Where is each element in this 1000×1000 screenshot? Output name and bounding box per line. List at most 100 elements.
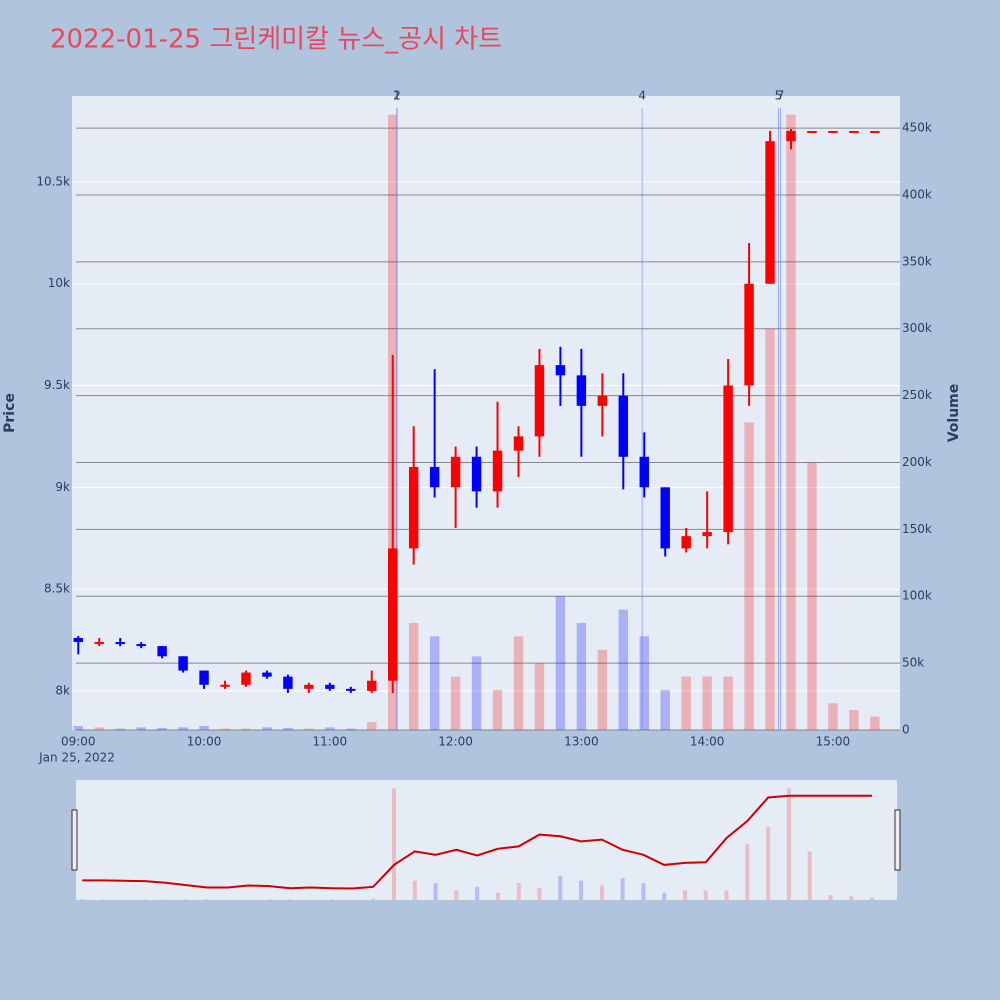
volume-bar	[429, 636, 440, 730]
volume-bar	[681, 676, 691, 730]
candle-body	[807, 131, 817, 134]
y2-tick-label: 0	[902, 723, 910, 737]
volume-bar	[597, 649, 608, 730]
volume-bar	[94, 727, 104, 730]
y2-tick-label: 50k	[902, 656, 924, 670]
candle-body	[618, 395, 629, 457]
volume-bar	[618, 609, 629, 730]
volume-bar	[199, 725, 209, 730]
y2-axis-title: Volume	[946, 384, 962, 443]
x-tick-label: 13:00	[564, 735, 599, 749]
y2-tick-label: 350k	[902, 254, 932, 268]
candle-body	[870, 131, 880, 134]
candle-body	[178, 656, 188, 671]
slider-volume-bar	[495, 892, 500, 900]
x-tick-label: 14:00	[690, 735, 725, 749]
volume-bar	[367, 721, 377, 730]
volume-bar	[325, 727, 335, 730]
volume-bar	[534, 663, 545, 730]
slider-volume-bar	[766, 827, 771, 900]
candle-body	[73, 637, 84, 643]
slider-price-line	[82, 794, 873, 890]
slider-volume-bar	[579, 880, 584, 900]
slider-volume-bar	[433, 883, 438, 900]
chart-title: 2022-01-25 그린케미칼 뉴스_공시 차트	[50, 25, 502, 55]
y2-tick-label: 200k	[902, 455, 932, 469]
slider-volume-bar	[80, 899, 85, 900]
volume-bar	[283, 727, 293, 730]
volume-bar	[136, 727, 146, 730]
slider-volume-bar	[454, 890, 459, 900]
slider-volume-bar	[558, 875, 563, 900]
candle-body	[492, 450, 503, 492]
y-tick-label: 10k	[48, 276, 70, 290]
news-label: 7	[777, 89, 785, 103]
slider-volume-bar	[412, 880, 417, 900]
news-label: 1	[393, 89, 401, 103]
slider-volume-bar	[641, 883, 646, 900]
candle-body	[702, 532, 712, 537]
candle-body	[346, 688, 356, 691]
candle-body	[408, 466, 419, 549]
y-tick-label: 9k	[55, 480, 70, 494]
volume-bar	[786, 114, 796, 731]
plot-area	[72, 96, 900, 730]
volume-bar	[702, 676, 712, 730]
slider-handle-left[interactable]	[71, 809, 78, 871]
slider-volume-bar	[849, 896, 854, 900]
y2-tick-label: 100k	[902, 589, 932, 603]
volume-bar	[492, 689, 503, 730]
candle-body	[450, 456, 461, 488]
x-tick-label: 10:00	[187, 735, 222, 749]
volume-bar	[576, 622, 587, 730]
candle-body	[388, 548, 398, 681]
candle-body	[241, 672, 251, 685]
volume-bar	[723, 676, 733, 730]
slider-handle-right[interactable]	[894, 809, 901, 871]
candle-body	[367, 680, 377, 691]
slider-volume-bar	[870, 897, 875, 900]
volume-bar	[828, 703, 838, 730]
x-tick-label: 11:00	[313, 735, 348, 749]
candle-body	[639, 456, 649, 488]
volume-bar	[220, 728, 230, 730]
y-tick-label: 8.5k	[44, 582, 70, 596]
slider-volume-bar	[786, 788, 791, 900]
volume-bar	[178, 727, 188, 730]
y-tick-label: 10.5k	[36, 174, 70, 188]
y-tick-label: 8k	[55, 683, 70, 697]
volume-bar	[765, 328, 775, 730]
range-slider[interactable]	[76, 780, 897, 900]
candle-body	[115, 642, 125, 645]
volume-bar	[73, 725, 84, 730]
x-date-label: Jan 25, 2022	[38, 751, 115, 765]
candle-body	[555, 365, 566, 376]
x-tick-label: 15:00	[816, 735, 851, 749]
volume-bar	[660, 689, 670, 730]
candle-body	[262, 672, 272, 677]
candle-body	[681, 536, 691, 549]
news-label: 5	[775, 89, 783, 103]
volume-bar	[262, 727, 272, 730]
y-tick-label: 9.5k	[44, 378, 70, 392]
candle-body	[94, 642, 104, 645]
slider-volume-bar	[807, 851, 812, 900]
y2-tick-label: 250k	[902, 388, 932, 402]
candle-body	[849, 131, 859, 134]
candle-body	[513, 436, 524, 451]
volume-bar	[408, 622, 419, 730]
candle-body	[325, 684, 335, 689]
volume-bar	[639, 636, 649, 730]
slider-volume-bar	[475, 886, 480, 900]
volume-bar	[513, 636, 524, 730]
candle-body	[828, 131, 838, 134]
volume-bar	[744, 422, 754, 730]
slider-volume-bar	[724, 890, 729, 900]
candle-body	[660, 487, 670, 549]
slider-volume-bar	[516, 883, 521, 900]
y-axis-title: Price	[2, 393, 18, 433]
x-tick-label: 12:00	[438, 735, 473, 749]
volume-bar	[471, 656, 482, 730]
slider-volume-bar	[371, 898, 376, 900]
